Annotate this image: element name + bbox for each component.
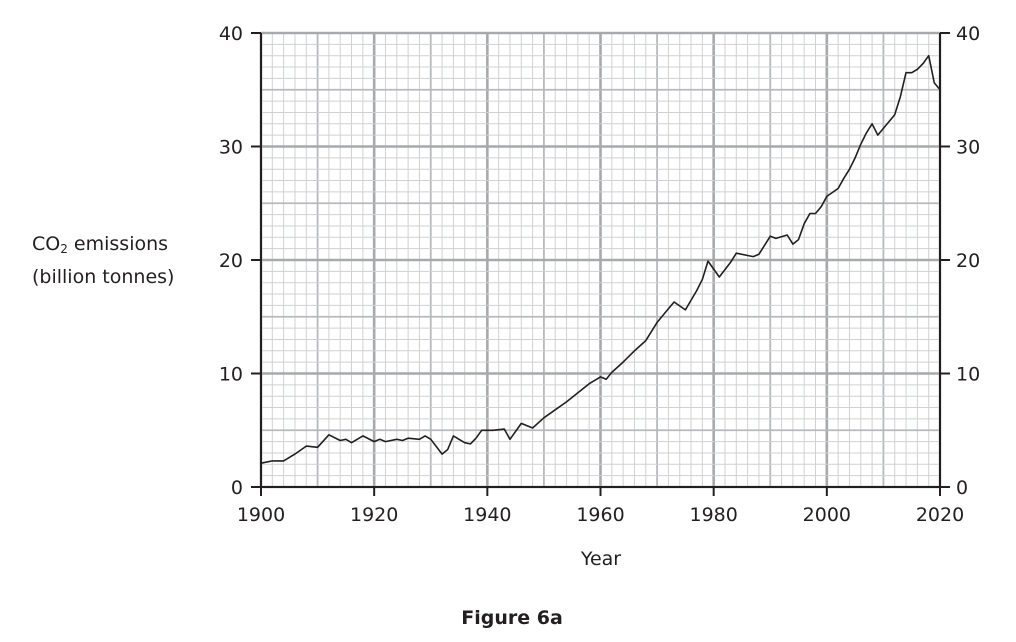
emissions-line — [260, 54, 941, 464]
x-tick-label: 1940 — [463, 504, 511, 526]
y-axis-title-line2: (billion tonnes) — [32, 266, 175, 288]
chart-axes — [251, 32, 950, 496]
x-tick-label: 1980 — [689, 504, 737, 526]
y-tick-label-left: 30 — [219, 137, 243, 159]
y-tick-label-right: 40 — [956, 23, 980, 45]
y-tick-label-left: 20 — [219, 250, 243, 272]
x-tick-label: 1920 — [350, 504, 398, 526]
x-tick-label: 1960 — [576, 504, 624, 526]
y-tick-label-right: 10 — [956, 364, 980, 386]
y-tick-label-right: 20 — [956, 250, 980, 272]
y-tick-label-right: 0 — [956, 477, 968, 499]
y-tick-label-right: 30 — [956, 137, 980, 159]
y-tick-label-left: 40 — [219, 23, 243, 45]
y-tick-label-left: 0 — [231, 477, 243, 499]
chart-grid — [259, 31, 942, 489]
x-axis-title: Year — [580, 548, 621, 570]
x-tick-label: 1900 — [237, 504, 285, 526]
y-axis-title-line1: CO2 emissions — [32, 233, 169, 256]
x-tick-label: 2000 — [803, 504, 851, 526]
x-tick-label: 2020 — [916, 504, 964, 526]
figure-caption: Figure 6a — [461, 607, 563, 629]
y-tick-label-left: 10 — [219, 364, 243, 386]
y-axis-title: CO2 emissions (billion tonnes) — [32, 230, 174, 291]
